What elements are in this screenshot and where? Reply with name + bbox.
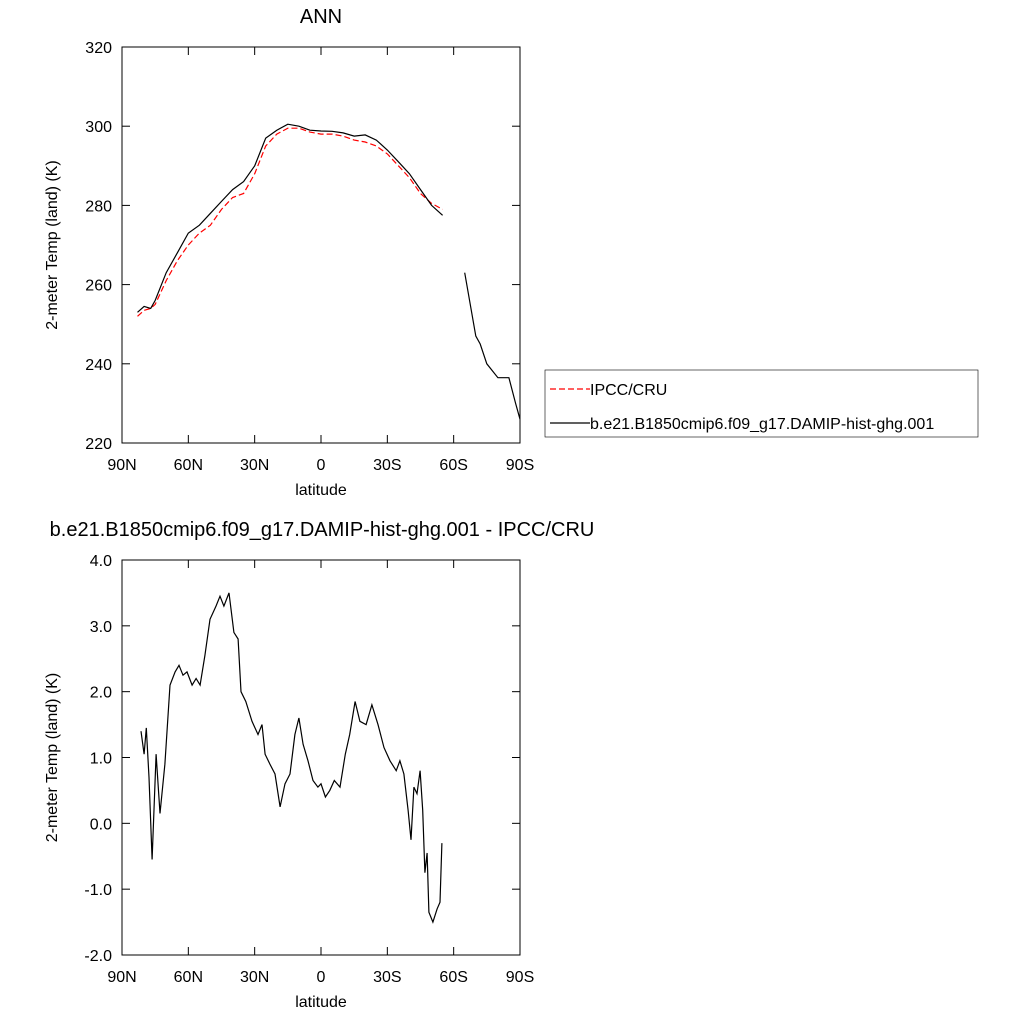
x-tick-label: 30N	[240, 457, 269, 474]
y-tick-label: 260	[85, 278, 112, 295]
x-tick-label: 0	[317, 457, 326, 474]
x-tick-label: 60S	[439, 457, 467, 474]
x-tick-label: 90N	[107, 457, 136, 474]
x-tick-label: 0	[317, 969, 326, 986]
data-line	[137, 123, 521, 420]
y-tick-label: 1.0	[90, 751, 112, 768]
x-axis-label: latitude	[295, 482, 347, 499]
x-tick-label: 60N	[174, 457, 203, 474]
x-tick-label: 60N	[174, 969, 203, 986]
plot-frame	[121, 559, 521, 956]
legend-label: b.e21.B1850cmip6.f09_g17.DAMIP-hist-ghg.…	[590, 416, 934, 433]
y-tick-label: 0.0	[90, 816, 112, 833]
x-tick-label: 90N	[107, 969, 136, 986]
y-tick-label: 4.0	[90, 553, 112, 570]
x-tick-label: 60S	[439, 969, 467, 986]
y-tick-label: -2.0	[84, 948, 112, 965]
y-axis-label: 2-meter Temp (land) (K)	[44, 673, 61, 843]
x-tick-label: 30S	[373, 969, 401, 986]
y-tick-label: 2.0	[90, 685, 112, 702]
y-tick-label: 300	[85, 119, 112, 136]
x-tick-label: 30S	[373, 457, 401, 474]
x-tick-label: 90S	[506, 969, 534, 986]
data-line	[140, 592, 443, 924]
y-tick-label: 3.0	[90, 619, 112, 636]
y-tick-label: -1.0	[84, 882, 112, 899]
legend-label: IPCC/CRU	[590, 382, 667, 399]
legend-box	[544, 369, 979, 438]
x-axis-label: latitude	[295, 994, 347, 1011]
x-tick-label: 30N	[240, 969, 269, 986]
y-tick-label: 320	[85, 40, 112, 57]
data-line	[137, 127, 443, 317]
y-axis-label: 2-meter Temp (land) (K)	[44, 160, 61, 330]
x-tick-label: 90S	[506, 457, 534, 474]
y-tick-label: 220	[85, 436, 112, 453]
y-tick-label: 240	[85, 357, 112, 374]
chart-title: b.e21.B1850cmip6.f09_g17.DAMIP-hist-ghg.…	[50, 519, 595, 541]
chart-title: ANN	[300, 6, 342, 28]
y-tick-label: 280	[85, 198, 112, 215]
